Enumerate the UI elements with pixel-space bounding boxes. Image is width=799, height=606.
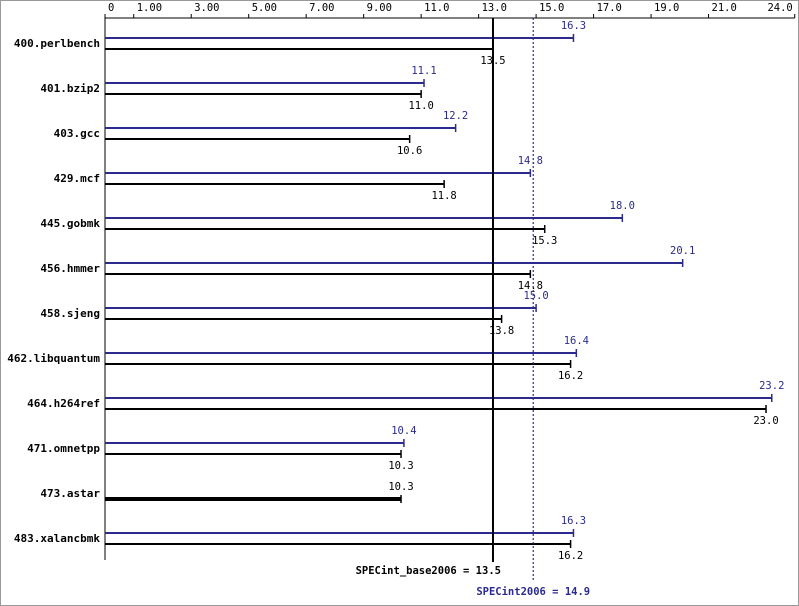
value-label: 15.3: [532, 235, 557, 247]
x-tick-label: 13.0: [482, 2, 507, 14]
value-label: 16.2: [558, 550, 583, 562]
x-tick-label: 1.00: [137, 2, 162, 14]
x-tick-label: 17.0: [597, 2, 622, 14]
value-label: 11.0: [408, 100, 433, 112]
value-label: 14.8: [518, 155, 543, 167]
reference-label: SPECint_base2006 = 13.5: [356, 565, 501, 577]
value-label: 11.8: [431, 190, 456, 202]
category-label: 403.gcc: [54, 127, 100, 140]
category-label: 456.hmmer: [40, 262, 100, 275]
x-tick-label: 3.00: [194, 2, 219, 14]
value-label: 13.8: [489, 325, 514, 337]
x-tick-label: 5.00: [252, 2, 277, 14]
value-label: 14.8: [518, 280, 543, 292]
category-label: 473.astar: [40, 487, 100, 500]
value-label: 20.1: [670, 245, 695, 257]
x-tick-label: 19.0: [654, 2, 679, 14]
category-label: 401.bzip2: [40, 82, 100, 95]
value-label: 16.3: [561, 20, 586, 32]
value-label: 10.6: [397, 145, 422, 157]
x-tick-label: 15.0: [539, 2, 564, 14]
category-label: 400.perlbench: [14, 37, 100, 50]
value-label: 16.4: [564, 335, 589, 347]
x-tick-label: 0: [108, 2, 114, 14]
value-label: 16.3: [561, 515, 586, 527]
value-label: 16.2: [558, 370, 583, 382]
category-label: 483.xalancbmk: [14, 532, 100, 545]
value-label: 23.2: [759, 380, 784, 392]
x-tick-label: 24.0: [767, 2, 792, 14]
category-label: 458.sjeng: [40, 307, 100, 320]
category-label: 462.libquantum: [7, 352, 100, 365]
category-label: 471.omnetpp: [27, 442, 100, 455]
value-label: 15.0: [523, 290, 548, 302]
value-label: 12.2: [443, 110, 468, 122]
x-tick-label: 7.00: [309, 2, 334, 14]
category-label: 464.h264ref: [27, 397, 100, 410]
x-tick-label: 21.0: [712, 2, 737, 14]
value-label: 11.1: [411, 65, 436, 77]
x-tick-label: 9.00: [367, 2, 392, 14]
value-label: 10.4: [391, 425, 416, 437]
category-label: 445.gobmk: [40, 217, 100, 230]
value-label: 18.0: [610, 200, 635, 212]
value-label: 23.0: [753, 415, 778, 427]
value-label: 10.3: [388, 460, 413, 472]
x-tick-label: 11.0: [424, 2, 449, 14]
reference-label: SPECint2006 = 14.9: [476, 586, 590, 598]
category-label: 429.mcf: [54, 172, 100, 185]
value-label: 10.3: [388, 481, 413, 493]
